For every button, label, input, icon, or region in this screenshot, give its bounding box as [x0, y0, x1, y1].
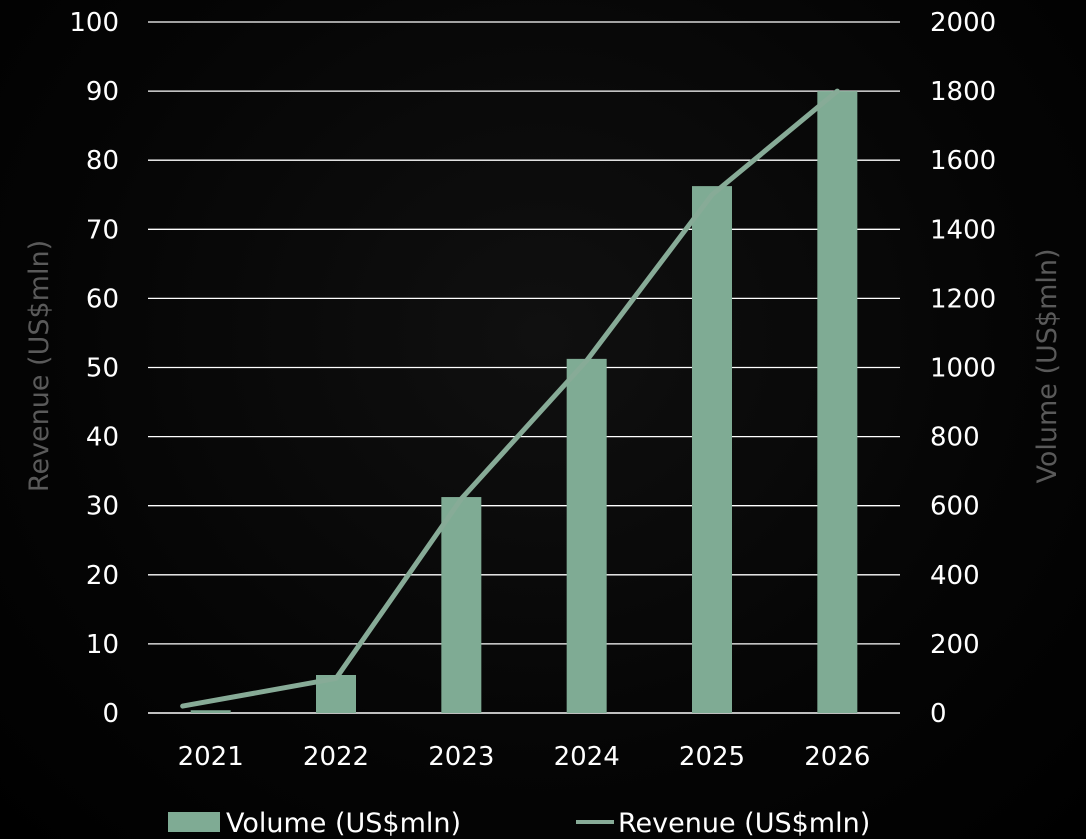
volume-bar — [817, 91, 858, 714]
x-axis-ticks: 2021 2022 2023 2024 2025 2026 — [178, 742, 871, 772]
right-tick-label: 600 — [930, 492, 980, 522]
x-tick-label: 2021 — [178, 742, 244, 772]
x-tick-label: 2022 — [303, 742, 369, 772]
legend-revenue-label: Revenue (US$mln) — [618, 808, 870, 839]
x-tick-label: 2025 — [679, 742, 745, 772]
right-tick-label: 1600 — [930, 146, 996, 176]
right-tick-label: 800 — [930, 423, 980, 453]
gridlines — [148, 21, 900, 714]
right-tick-label: 1200 — [930, 284, 996, 314]
right-tick-label: 1400 — [930, 215, 996, 245]
left-tick-label: 40 — [86, 423, 119, 453]
volume-bars — [190, 91, 858, 714]
right-axis-title: Volume (US$mln) — [1032, 248, 1063, 483]
volume-bar — [441, 497, 482, 713]
legend: Volume (US$mln) Revenue (US$mln) — [168, 808, 870, 839]
x-tick-label: 2026 — [804, 742, 870, 772]
volume-bar — [692, 186, 732, 714]
left-tick-label: 100 — [69, 8, 119, 38]
left-tick-label: 0 — [102, 699, 119, 729]
left-axis-title: Revenue (US$mln) — [24, 240, 55, 492]
left-tick-label: 90 — [86, 77, 119, 107]
left-tick-label: 80 — [86, 146, 119, 176]
right-tick-label: 1000 — [930, 354, 996, 384]
left-axis-ticks: 0 10 20 30 40 50 60 70 80 90 100 — [69, 8, 119, 729]
left-tick-label: 20 — [86, 561, 119, 591]
revenue-line — [180, 88, 840, 709]
left-tick-label: 60 — [86, 284, 119, 314]
left-tick-label: 70 — [86, 215, 119, 245]
right-tick-label: 1800 — [930, 77, 996, 107]
left-tick-label: 50 — [86, 354, 119, 384]
right-tick-label: 0 — [930, 699, 947, 729]
volume-bar — [190, 710, 231, 713]
volume-bar — [566, 358, 607, 713]
legend-volume-label: Volume (US$mln) — [226, 808, 461, 839]
left-tick-label: 10 — [86, 630, 119, 660]
right-axis-ticks: 0 200 400 600 800 1000 1200 1400 1600 1800 2000 — [930, 8, 996, 729]
x-tick-label: 2024 — [554, 742, 620, 772]
right-tick-label: 400 — [930, 561, 980, 591]
revenue-line-layer — [180, 88, 840, 709]
x-tick-label: 2023 — [428, 742, 494, 772]
legend-volume-swatch — [168, 812, 220, 832]
right-tick-label: 200 — [930, 630, 980, 660]
left-tick-label: 30 — [86, 492, 119, 522]
right-tick-label: 2000 — [930, 8, 996, 38]
